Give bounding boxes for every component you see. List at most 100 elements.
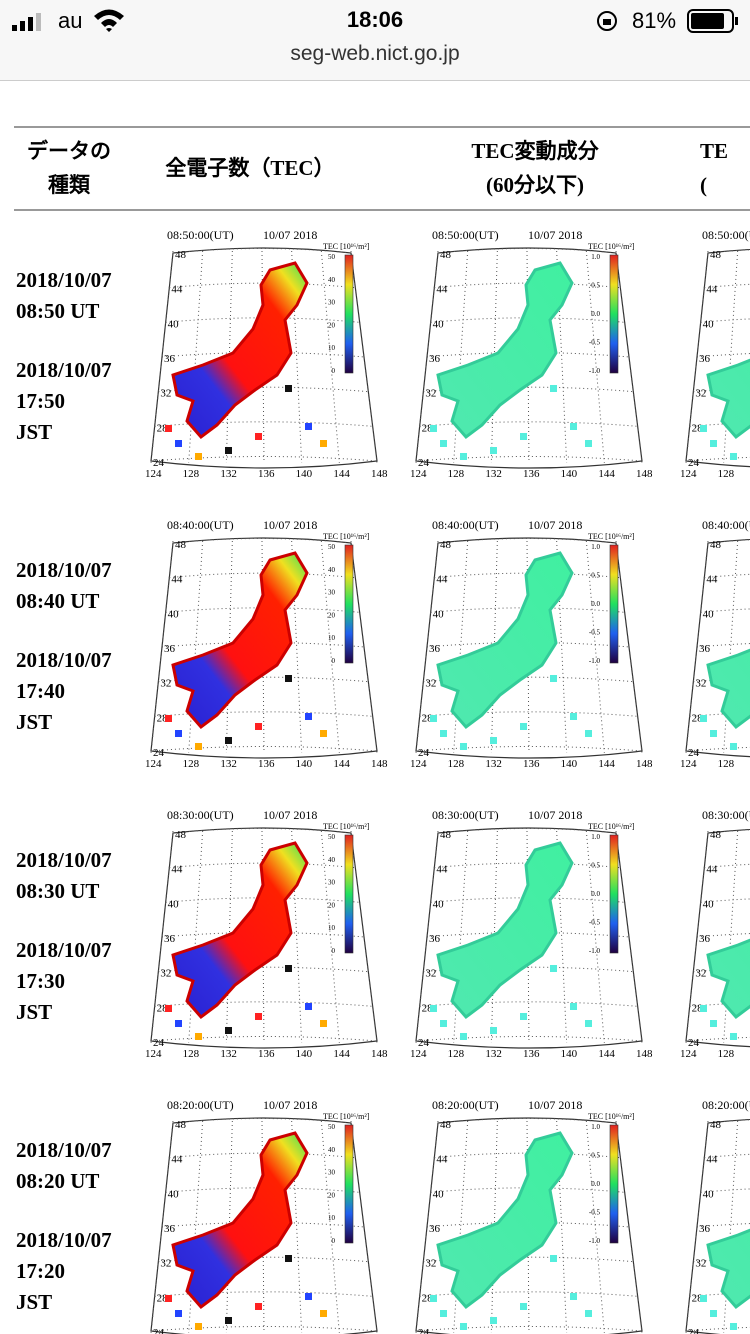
map-time: 08:30:00(UT) [432,808,499,822]
station-square [730,1323,737,1330]
lat-label: 24 [153,1037,165,1049]
battery-tip [735,17,738,25]
station-square [550,1255,557,1262]
lat-grid-line [423,966,634,973]
station-square [520,1303,527,1310]
station-square [585,440,592,447]
url[interactable]: seg-web.nict.go.jp [290,42,460,65]
lat-label: 40 [433,608,445,620]
battery-icon [687,9,734,33]
map-frame [685,248,750,468]
lon-label: 140 [296,1048,313,1060]
lat-grid-line [696,933,750,938]
lat-label: 24 [153,747,165,759]
lat-label: 24 [418,1037,430,1049]
colorbar-tick: -1.0 [589,1237,601,1245]
lat-grid-line [423,386,634,393]
lon-label: 136 [258,758,275,770]
station-square [430,715,437,722]
land-area [171,841,309,1020]
map-frame [415,1117,643,1334]
row-text: JST [16,710,53,734]
lon-label: 144 [598,1048,615,1060]
lat-label: 44 [171,574,183,586]
station-square [710,440,717,447]
lat-label: 32 [695,388,706,400]
lat-label: 32 [425,1258,436,1270]
lat-label: 32 [160,678,171,690]
station-square [440,1310,447,1317]
station-square [570,1003,577,1010]
lat-label: 28 [692,1292,704,1304]
station-square [520,723,527,730]
lon-label: 124 [145,1048,162,1060]
lon-grid-line [225,250,233,464]
map-frame [685,538,750,758]
map-date: 10/07 2018 [528,518,582,532]
lon-grid-line [291,1120,303,1334]
lon-label: 128 [448,1048,465,1060]
lat-label: 44 [706,574,718,586]
lat-label: 32 [160,388,171,400]
signal-bar [28,17,33,31]
colorbar-tick: 1.0 [591,1123,600,1131]
lon-label: 124 [680,468,697,480]
station-square [285,385,292,392]
lon-grid-line [490,830,498,1044]
lat-grid-line [150,1326,378,1332]
signal-bar [36,13,41,31]
lat-label: 40 [703,1188,715,1200]
row-text: 17:40 [16,679,65,703]
station-square [255,433,262,440]
lon-label: 132 [220,1048,237,1060]
lat-grid-line [415,746,643,752]
lon-label: 136 [258,468,275,480]
lat-grid-line [161,642,365,648]
lat-label: 32 [160,968,171,980]
lon-label: 148 [636,468,653,480]
lon-grid-line [261,1120,265,1334]
table-top-rule [14,126,750,128]
station-square [460,453,467,460]
colorbar-tick: -0.5 [589,1209,601,1217]
lon-grid-line [490,540,498,754]
station-square [165,425,172,432]
tec-map: 08:20:00(UT)10/07 2018484440363228241241… [150,1098,378,1334]
lat-grid-line [434,862,621,869]
colorbar-tick: -1.0 [589,367,601,375]
colorbar [609,834,619,954]
colorbar-label: TEC [10¹⁶/m²] [588,1112,635,1121]
lat-label: 32 [425,968,436,980]
lon-label: 140 [561,468,578,480]
colorbar-tick: 0.5 [591,862,600,870]
lon-label: 136 [258,1048,275,1060]
map-time: 08:20:00(UT) [702,1098,750,1112]
lat-grid-line [685,456,750,462]
land-area [436,1131,574,1310]
lat-grid-line [150,456,378,462]
colorbar-tick: 0 [332,367,336,375]
row-text: 08:40 UT [16,589,100,613]
lat-label: 44 [171,284,183,296]
colorbar-tick: 0 [332,947,336,955]
land-area [436,261,574,440]
land-area [436,551,574,730]
status-bar: au 18:06 81% seg-web.nict.go.jp [0,0,750,81]
land-area [706,938,750,1020]
signal-bar [20,21,25,31]
station-square [305,1003,312,1010]
lat-label: 28 [157,1002,169,1014]
dtec-map: 08:20:00(UT)10/07 2018484440363228241241… [685,1098,750,1334]
station-square [700,425,707,432]
lat-label: 36 [699,1223,711,1235]
map-time: 08:40:00(UT) [167,518,234,532]
lat-label: 48 [440,1119,452,1131]
lat-label: 40 [433,318,445,330]
lat-grid-line [158,676,369,683]
station-square [730,453,737,460]
colorbar-tick: 0 [332,657,336,665]
lat-label: 36 [699,353,711,365]
station-square [710,730,717,737]
